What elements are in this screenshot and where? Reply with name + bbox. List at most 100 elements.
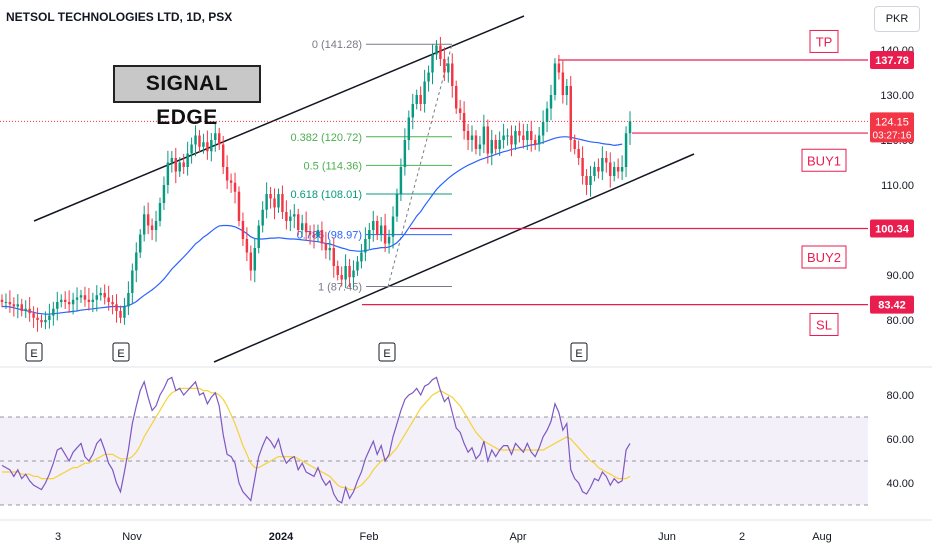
candle-body — [186, 153, 189, 167]
rsi-tick-label: 80.00 — [886, 390, 914, 402]
rsi-tick-label: 60.00 — [886, 434, 914, 446]
candle-body — [466, 131, 470, 140]
levels-layer: TP BUY1 BUY2 SL — [0, 29, 868, 336]
candle-body — [44, 320, 47, 323]
candle-body — [4, 302, 8, 303]
fib-level-label: 0.5 (114.36) — [303, 160, 362, 172]
candle-body — [423, 81, 426, 104]
event-marker-label: E — [30, 348, 37, 360]
candle-body — [561, 72, 565, 95]
candle-body — [63, 299, 67, 302]
candle-body — [139, 234, 142, 253]
event-marker-box — [570, 342, 588, 362]
candle-body — [399, 167, 403, 194]
candle-body — [486, 126, 490, 154]
candle-body — [135, 252, 138, 271]
event-marker-label: E — [575, 348, 582, 360]
candle-body — [233, 182, 237, 192]
candle-body — [52, 308, 55, 316]
candle-body — [182, 162, 185, 167]
candle-body — [198, 135, 201, 147]
candle-body — [569, 86, 572, 140]
candle-body — [158, 203, 162, 221]
candle-body — [403, 140, 407, 167]
candle-body — [435, 45, 438, 55]
candle-body — [352, 270, 355, 278]
candle-body — [502, 135, 505, 140]
candle-body — [206, 142, 209, 152]
candle-body — [304, 223, 308, 233]
candle-body — [166, 162, 170, 185]
candle-body — [601, 158, 604, 172]
candle-body — [451, 63, 454, 86]
candle-body — [356, 261, 359, 271]
candle-body — [526, 131, 529, 140]
candle-body — [565, 86, 569, 95]
last-price-tag — [870, 112, 914, 143]
candle-body — [605, 158, 608, 163]
candle-body — [312, 234, 316, 237]
candle-body — [99, 293, 102, 296]
event-marker-box — [378, 342, 396, 362]
candle-body — [431, 54, 434, 73]
rsi-tick-label: 40.00 — [886, 478, 914, 490]
candle-body — [142, 214, 146, 235]
time-tick-label: Jun — [658, 531, 676, 543]
candle-body — [131, 270, 134, 293]
candle-body — [269, 194, 272, 199]
level-price-tag — [870, 295, 914, 314]
price-tick-label: 90.00 — [886, 270, 914, 282]
candle-body — [75, 297, 79, 300]
candle-body — [518, 131, 521, 136]
channel-upper-line — [33, 15, 525, 222]
candle-body — [249, 252, 253, 271]
candle-body — [71, 299, 75, 305]
event-marker-label: E — [383, 348, 390, 360]
candle-body — [289, 216, 292, 221]
time-tick-label: 2024 — [269, 531, 294, 543]
candle-body — [214, 133, 217, 140]
level-price-tag — [870, 219, 914, 238]
countdown-text: 03:27:16 — [873, 130, 912, 141]
price-tick-label: 110.00 — [881, 180, 914, 192]
candle-body — [174, 158, 178, 172]
candle-body — [36, 317, 39, 320]
candle-body — [320, 230, 324, 244]
watermark-badge: SIGNAL EDGE — [113, 65, 261, 129]
candle-body — [103, 293, 106, 298]
candle-body — [12, 304, 16, 307]
last-price-text: 124.15 — [875, 116, 909, 128]
rsi-line — [1, 376, 631, 504]
level-label: BUY2 — [807, 250, 841, 265]
candle-body — [372, 221, 375, 230]
candle-body — [297, 214, 300, 230]
candle-body — [162, 185, 166, 203]
candle-body — [308, 232, 312, 235]
candle-body — [127, 293, 130, 307]
candle-body — [261, 209, 264, 226]
currency-button[interactable]: PKR — [874, 6, 920, 32]
candle-body — [530, 131, 533, 140]
candle-body — [454, 86, 458, 109]
candle-body — [537, 135, 541, 145]
rsi-layer — [1, 376, 631, 504]
candle-body — [8, 302, 12, 305]
candle-body — [447, 63, 450, 73]
candle-body — [474, 135, 478, 149]
candle-body — [221, 144, 225, 167]
fib-level-label: 0.382 (120.72) — [290, 132, 362, 144]
candle-body — [533, 140, 537, 145]
candle-body — [87, 299, 91, 302]
candle-body — [20, 304, 23, 311]
chart-title: NETSOL TECHNOLOGIES LTD, 1D, PSX — [6, 10, 233, 24]
candle-body — [549, 95, 553, 109]
candle-body — [265, 194, 268, 210]
candle-body — [28, 308, 31, 314]
candle-body — [237, 191, 241, 221]
candle-body — [40, 320, 43, 323]
channel-layer — [33, 15, 695, 363]
event-marker-box — [25, 342, 43, 362]
axes-layer: 80.0090.00100.00110.00120.00130.00140.00… — [0, 45, 932, 543]
